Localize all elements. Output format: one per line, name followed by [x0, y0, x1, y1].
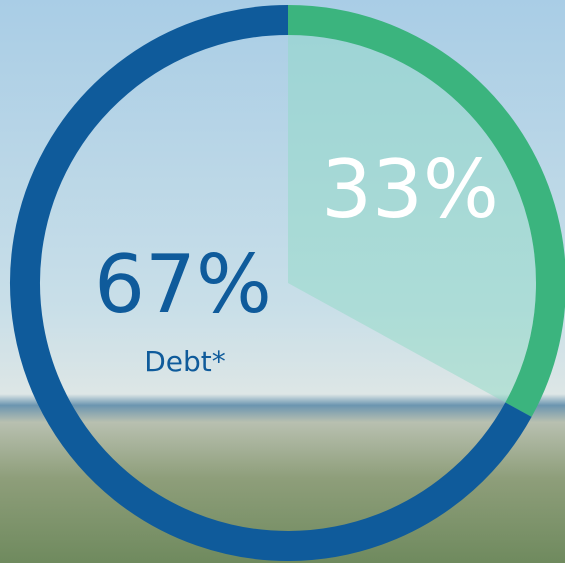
value-label: 67%: [94, 238, 272, 331]
category-label: Debt*: [144, 345, 226, 378]
ring-segment: [287, 5, 565, 417]
donut: 33% 67% Debt*: [10, 5, 565, 561]
ring-segment: [10, 5, 532, 561]
value-label: 33%: [321, 143, 499, 236]
highlight-wedge: [288, 35, 537, 403]
